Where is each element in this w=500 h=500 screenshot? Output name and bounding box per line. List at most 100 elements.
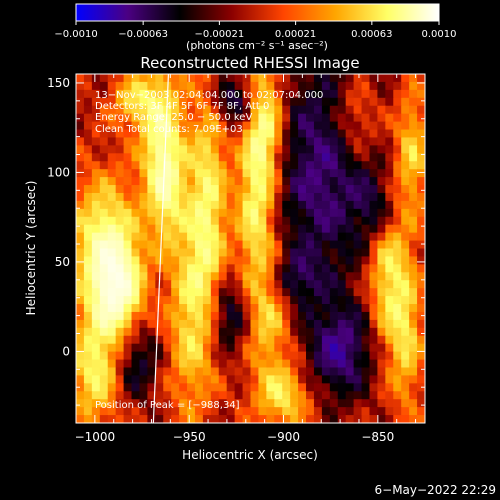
- heatmap-cell: [329, 280, 339, 289]
- heatmap-cell: [369, 343, 379, 353]
- heatmap-cell: [385, 248, 394, 258]
- heatmap-cell: [91, 185, 101, 194]
- heatmap-cell: [337, 200, 347, 210]
- heatmap-cell: [139, 304, 148, 313]
- heatmap-cell: [99, 161, 109, 170]
- heatmap-cell: [139, 415, 148, 423]
- heatmap-cell: [290, 145, 299, 154]
- heatmap-cell: [321, 327, 331, 337]
- heatmap-cell: [187, 367, 196, 377]
- heatmap-cell: [99, 113, 109, 123]
- heatmap-cell: [258, 311, 267, 321]
- heatmap-cell: [155, 145, 164, 154]
- heatmap-cell: [417, 359, 425, 369]
- heatmap-cell: [258, 169, 267, 178]
- heatmap-cell: [163, 216, 172, 226]
- heatmap-cell: [401, 288, 410, 297]
- heatmap-cell: [361, 74, 371, 83]
- heatmap-cell: [234, 351, 244, 361]
- heatmap-cell: [361, 415, 371, 423]
- heatmap-cell: [218, 145, 228, 154]
- heatmap-cell: [337, 74, 347, 83]
- heatmap-cell: [385, 327, 394, 337]
- heatmap-cell: [202, 359, 212, 369]
- heatmap-cell: [107, 129, 117, 139]
- heatmap-cell: [266, 383, 275, 392]
- heatmap-cell: [353, 280, 363, 289]
- heatmap-cell: [76, 185, 85, 194]
- heatmap-cell: [417, 105, 425, 115]
- heatmap-cell: [329, 256, 339, 265]
- heatmap-cell: [250, 272, 260, 281]
- heatmap-cell: [353, 351, 363, 361]
- heatmap-cell: [401, 200, 410, 210]
- heatmap-cell: [313, 248, 323, 258]
- heatmap-cell: [298, 319, 307, 329]
- heatmap-cell: [306, 264, 315, 273]
- clean-counts-text: Clean Total counts: 7.09E+03: [95, 124, 243, 135]
- heatmap-cell: [147, 296, 156, 305]
- heatmap-cell: [409, 391, 418, 400]
- heatmap-cell: [123, 113, 133, 123]
- heatmap-cell: [329, 311, 339, 321]
- heatmap-cell: [187, 177, 196, 186]
- heatmap-cell: [313, 399, 323, 408]
- heatmap-cell: [234, 200, 244, 210]
- heatmap-cell: [187, 97, 196, 107]
- heatmap-cell: [274, 232, 283, 242]
- heatmap-cell: [385, 145, 394, 154]
- heatmap-cell: [171, 185, 180, 194]
- heatmap-cell: [337, 81, 347, 91]
- heatmap-cell: [353, 200, 363, 210]
- heatmap-cell: [234, 240, 244, 250]
- heatmap-cell: [131, 407, 141, 416]
- heatmap-cell: [91, 264, 101, 273]
- heatmap-cell: [369, 208, 379, 218]
- heatmap-cell: [377, 335, 386, 345]
- heatmap-cell: [226, 200, 236, 210]
- heatmap-cell: [385, 208, 394, 218]
- heatmap-cell: [337, 367, 347, 377]
- heatmap-cell: [385, 89, 394, 99]
- heatmap-cell: [155, 327, 164, 337]
- heatmap-cell: [187, 145, 196, 154]
- heatmap-cell: [202, 216, 212, 226]
- heatmap-cell: [234, 367, 244, 377]
- heatmap-cell: [179, 121, 188, 131]
- heatmap-cell: [242, 319, 252, 329]
- heatmap-cell: [306, 192, 315, 202]
- heatmap-cell: [83, 161, 93, 170]
- heatmap-cell: [76, 351, 85, 361]
- heatmap-cell: [266, 415, 275, 423]
- heatmap-cell: [306, 216, 315, 226]
- heatmap-cell: [163, 137, 172, 146]
- heatmap-cell: [329, 129, 339, 139]
- heatmap-cell: [210, 121, 220, 131]
- heatmap-cell: [155, 153, 164, 162]
- x-axis-label: Heliocentric X (arcsec): [182, 448, 318, 462]
- heatmap-cell: [258, 288, 267, 297]
- heatmap-cell: [91, 343, 101, 353]
- heatmap-cell: [409, 343, 418, 353]
- heatmap-cell: [147, 208, 156, 218]
- heatmap-cell: [91, 288, 101, 297]
- heatmap-cell: [99, 343, 109, 353]
- heatmap-cell: [210, 216, 220, 226]
- heatmap-cell: [91, 137, 101, 146]
- heatmap-cell: [131, 185, 141, 194]
- heatmap-cell: [321, 407, 331, 416]
- heatmap-cell: [369, 81, 379, 91]
- heatmap-cell: [250, 208, 260, 218]
- heatmap-cell: [147, 335, 156, 345]
- heatmap-cell: [369, 177, 379, 186]
- heatmap-cell: [76, 399, 85, 408]
- heatmap-cell: [194, 351, 204, 361]
- heatmap-cell: [266, 288, 275, 297]
- heatmap-cell: [202, 375, 212, 384]
- heatmap-cell: [353, 272, 363, 281]
- heatmap-cell: [258, 177, 267, 186]
- heatmap-cell: [155, 407, 164, 416]
- heatmap-cell: [282, 121, 291, 131]
- heatmap-cell: [210, 192, 220, 202]
- footer-timestamp: 6−May−2022 22:29: [375, 483, 497, 497]
